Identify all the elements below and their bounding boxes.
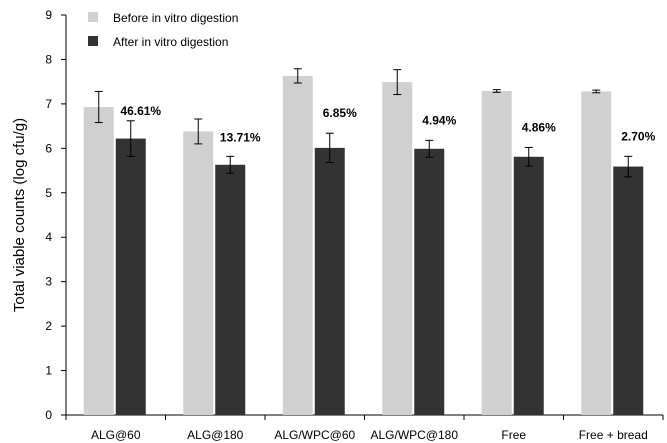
bar-before: [481, 91, 512, 415]
bars: [83, 75, 644, 416]
legend-label: Before in vitro digestion: [113, 11, 238, 25]
error-bars: [94, 68, 633, 178]
percent-annotations: 46.61% 13.71% 6.85% 4.94% 4.86% 2.70%: [120, 104, 655, 144]
x-tick-label: ALG/WPC@180: [370, 428, 458, 442]
legend-swatch: [88, 36, 98, 46]
percent-annotation: 13.71%: [220, 130, 261, 144]
x-tick-label: ALG@60: [91, 428, 141, 442]
bar-after: [215, 164, 246, 415]
axes: [65, 15, 663, 416]
x-tick-label: Free: [501, 428, 526, 442]
legend-swatch: [88, 12, 98, 22]
y-tick-label: 2: [45, 319, 52, 333]
y-tick-label: 4: [45, 230, 52, 244]
x-tick-label: ALG/WPC@60: [274, 428, 355, 442]
y-tick-label: 1: [45, 364, 52, 378]
legend-label: After in vitro digestion: [113, 35, 228, 49]
bar-before: [581, 91, 612, 415]
bar-after: [613, 166, 644, 415]
bar-before: [83, 107, 114, 415]
y-tick-label: 9: [45, 8, 52, 22]
percent-annotation: 46.61%: [120, 104, 161, 118]
bar-before: [382, 82, 413, 415]
percent-annotation: 4.86%: [522, 120, 556, 134]
y-axis-title: Total viable counts (log cfu/g): [11, 118, 28, 312]
x-tick-labels: ALG@60 ALG@180 ALG/WPC@60 ALG/WPC@180 Free Fr…: [65, 415, 664, 442]
percent-annotation: 4.94%: [422, 113, 456, 127]
bar-before: [183, 131, 214, 415]
percent-annotation: 6.85%: [323, 106, 357, 120]
bar-after: [115, 138, 146, 416]
bar-after: [513, 156, 544, 415]
y-tick-label: 5: [45, 186, 52, 200]
y-tick-label: 7: [45, 97, 52, 111]
y-tick-label: 8: [45, 52, 52, 66]
y-tick-label: 6: [45, 141, 52, 155]
y-tick-label: 0: [45, 408, 52, 422]
bar-after: [314, 147, 345, 415]
y-tick-label: 3: [45, 275, 52, 289]
bar-after: [414, 148, 445, 415]
bar-before: [282, 75, 313, 415]
percent-annotation: 2.70%: [621, 129, 655, 143]
y-ticks: 0 1 2 3 4 5 6 7 8 9: [45, 8, 66, 422]
x-tick-label: ALG@180: [187, 428, 244, 442]
legend: Before in vitro digestion After in vitro …: [88, 11, 238, 49]
x-tick-label: Free + bread: [579, 428, 648, 442]
